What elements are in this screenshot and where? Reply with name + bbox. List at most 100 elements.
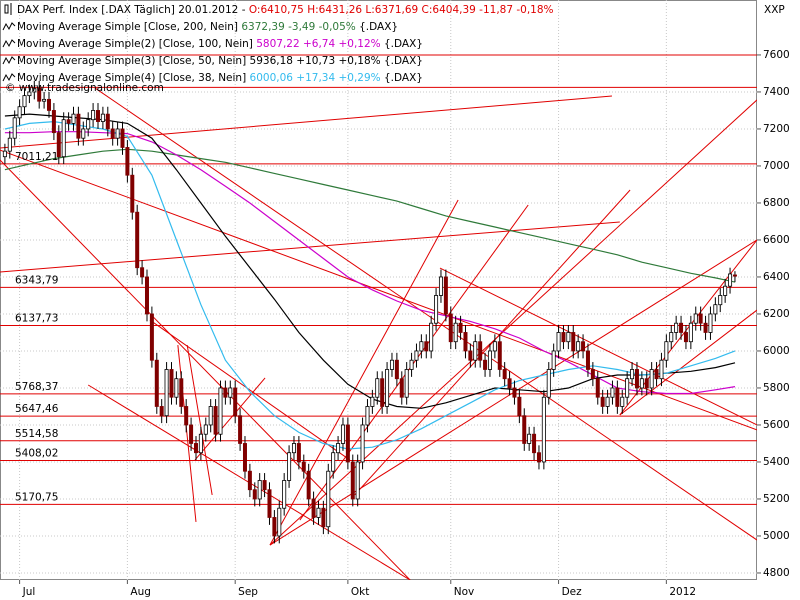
trendline <box>0 95 613 149</box>
candle-body <box>56 132 61 158</box>
candle-body <box>316 507 321 518</box>
trendline <box>194 377 266 461</box>
candle-body <box>600 396 605 407</box>
candle-body <box>242 443 247 472</box>
candle-body <box>576 341 581 352</box>
y-tick-label: 7000 <box>763 160 790 172</box>
candle-body <box>267 489 272 518</box>
candle-body <box>634 369 639 389</box>
candle-body <box>257 480 262 500</box>
candle-body <box>448 313 453 343</box>
candle-body <box>581 341 586 352</box>
candle-body <box>282 480 287 509</box>
candle-body <box>654 369 659 380</box>
candle-body <box>438 276 443 296</box>
candle-body <box>532 433 537 454</box>
candle-body <box>46 98 51 111</box>
y-tick-label: 6000 <box>763 345 790 357</box>
candle-body <box>76 113 81 139</box>
candle-body <box>272 517 277 537</box>
candle-body <box>585 350 590 370</box>
candle-body <box>561 332 566 343</box>
candle-body <box>615 387 620 407</box>
candle-body <box>350 461 355 500</box>
candle-body <box>189 424 194 444</box>
candle-body <box>620 396 625 407</box>
legend-entry: DAX Perf. Index [.DAX Täglich] 20.01.201… <box>17 4 554 16</box>
y-tick-label: 4800 <box>763 567 790 579</box>
watermark: © www.tradesignalonline.com <box>5 82 164 94</box>
y-tick-label: 6200 <box>763 308 790 320</box>
trendline <box>0 221 620 273</box>
legend-text: {.DAX} <box>384 72 423 84</box>
candle-body <box>414 350 419 361</box>
legend-icon <box>2 73 16 82</box>
candle-body <box>184 406 189 426</box>
legend-text: 6000,06 +17,34 +0,29% <box>250 72 381 84</box>
candle-body <box>683 332 688 343</box>
candle-body <box>149 313 154 361</box>
candle-body <box>453 322 458 343</box>
candle-body <box>365 406 370 426</box>
legend-entry: Moving Average Simple [Close, 200, Nein]… <box>17 21 398 33</box>
candle-body <box>291 443 296 454</box>
candle-body <box>483 359 488 370</box>
candle-body <box>27 91 32 97</box>
legend-text: O:6410,75 H:6431,26 L:6371,69 C:6404,39 … <box>249 4 554 16</box>
candle-body <box>71 113 76 124</box>
candle-body <box>429 322 434 352</box>
y-tick-label: 6800 <box>763 197 790 209</box>
candle-body <box>443 276 448 315</box>
candle-body <box>556 332 561 352</box>
candle-body <box>536 452 541 463</box>
candle-body <box>370 396 375 407</box>
candle-body <box>321 507 326 528</box>
candle-body <box>174 378 179 398</box>
y-tick-label: 5000 <box>763 530 790 542</box>
y-tick-label: 7400 <box>763 86 790 98</box>
candle-body <box>95 110 100 122</box>
candle-body <box>639 378 644 389</box>
legend-text: Moving Average Simple(4) [Close, 38, Nei… <box>17 72 246 84</box>
candle-body <box>110 128 115 139</box>
candle-body <box>159 406 164 417</box>
trendline <box>269 199 459 546</box>
candle-body <box>473 341 478 361</box>
trendline <box>439 267 757 426</box>
candle-body <box>169 369 174 398</box>
trendline <box>0 159 411 580</box>
candle-body <box>502 369 507 380</box>
candle-body <box>487 350 492 370</box>
candle-body <box>140 267 145 278</box>
candle-body <box>394 359 399 380</box>
trendline <box>186 344 213 495</box>
level-label: 6137,73 <box>15 312 58 324</box>
candle-body <box>625 378 630 398</box>
candle-body <box>154 359 159 407</box>
candle-body <box>193 443 198 454</box>
y-tick-label: 7200 <box>763 123 790 135</box>
legend-text: 6372,39 -3,49 -0,05% <box>241 21 355 33</box>
y-tick-label: 6600 <box>763 234 790 246</box>
candle-body <box>12 117 17 139</box>
title-icon <box>4 4 9 14</box>
candle-body <box>213 406 218 435</box>
trendline <box>94 87 757 541</box>
candle-body <box>679 322 684 333</box>
candle-body <box>512 387 517 398</box>
candle-body <box>649 369 654 389</box>
legend-entry: Moving Average Simple(4) [Close, 38, Nei… <box>17 72 423 84</box>
candle-body <box>375 378 380 398</box>
candle-body <box>208 406 213 426</box>
candle-body <box>630 369 635 380</box>
candle-body <box>296 443 301 463</box>
candle-body <box>492 341 497 352</box>
candle-body <box>728 273 733 287</box>
candle-body <box>478 341 483 361</box>
candle-body <box>277 507 282 537</box>
candle-body <box>345 424 350 463</box>
legend-text: Moving Average Simple(3) [Close, 50, Nei… <box>17 55 246 67</box>
candle-body <box>125 147 130 176</box>
y-tick-label: 5600 <box>763 419 790 431</box>
candle-body <box>424 341 429 352</box>
